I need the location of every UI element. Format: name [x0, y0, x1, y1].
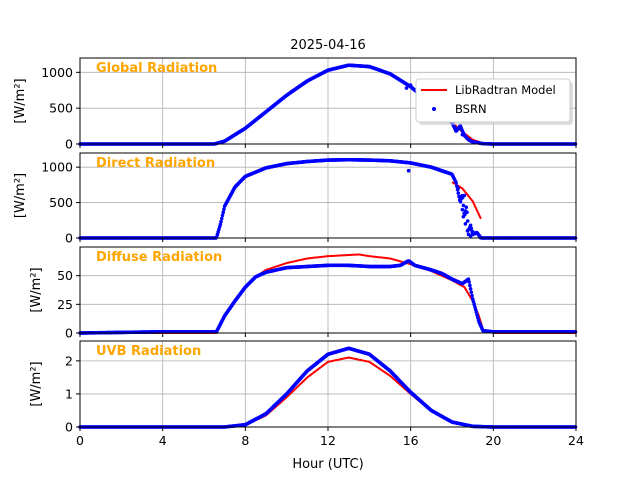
data-point	[406, 168, 411, 173]
panel-annotation: Diffuse Radiation	[96, 250, 222, 265]
data-point	[219, 216, 224, 221]
y-tick-label: 2	[65, 353, 73, 368]
y-tick-label: 1000	[41, 160, 73, 175]
data-point	[470, 293, 474, 298]
y-tick-label: 0	[65, 137, 73, 152]
y-axis-label: [W/m²]	[29, 267, 44, 312]
x-tick-label: 0	[76, 433, 84, 448]
panel-annotation: UVB Radiation	[96, 344, 201, 359]
data-point	[462, 193, 467, 198]
data-point	[458, 199, 463, 204]
data-point	[468, 287, 473, 291]
x-tick-label: 12	[320, 433, 336, 448]
data-point	[465, 219, 470, 223]
y-tick-label: 1000	[41, 65, 73, 80]
figure-title: 2025-04-16	[290, 38, 366, 53]
data-point	[218, 222, 223, 227]
data-point	[456, 186, 461, 191]
data-point	[468, 223, 473, 228]
data-point	[456, 126, 461, 131]
x-tick-label: 4	[159, 433, 167, 448]
data-point	[469, 290, 474, 295]
panel-annotation: Direct Radiation	[96, 156, 215, 171]
data-point	[461, 214, 466, 219]
data-point	[461, 203, 466, 208]
data-point	[454, 180, 458, 185]
y-tick-label: 25	[57, 297, 73, 312]
legend-box	[415, 78, 571, 123]
data-point	[466, 277, 471, 281]
y-axis-label: [W/m²]	[13, 78, 28, 123]
panel-annotation: Global Radiation	[96, 61, 217, 76]
data-point	[465, 229, 470, 233]
y-tick-label: 1	[65, 386, 73, 401]
data-point	[408, 83, 413, 88]
legend-label-model: LibRadtran Model	[455, 83, 556, 97]
y-tick-label: 500	[49, 195, 73, 210]
data-point	[465, 210, 469, 215]
x-tick-label: 16	[403, 433, 419, 448]
data-point	[219, 219, 223, 224]
y-axis-label: [W/m²]	[29, 361, 44, 406]
data-point	[472, 231, 477, 236]
y-tick-label: 0	[65, 420, 73, 435]
data-point	[463, 222, 468, 226]
y-tick-label: 500	[49, 101, 73, 116]
data-point	[468, 234, 473, 238]
data-point	[460, 132, 465, 137]
legend-label-bsrn: BSRN	[455, 102, 487, 116]
legend: LibRadtran Model BSRN	[415, 78, 573, 125]
y-tick-label: 50	[57, 268, 73, 283]
x-axis-label: Hour (UTC)	[292, 457, 363, 472]
data-point	[460, 207, 465, 212]
x-tick-label: 20	[485, 433, 501, 448]
y-tick-label: 0	[65, 231, 73, 246]
data-point	[222, 207, 226, 212]
legend-swatch-bsrn	[432, 107, 436, 111]
data-point	[468, 283, 472, 288]
data-point	[467, 280, 471, 284]
data-point	[464, 205, 469, 209]
data-point	[456, 191, 461, 195]
data-point	[469, 226, 474, 231]
y-axis-label: [W/m²]	[13, 173, 28, 218]
data-point	[404, 86, 409, 90]
y-tick-label: 0	[65, 326, 73, 341]
data-point	[220, 213, 225, 218]
x-tick-label: 24	[568, 433, 584, 448]
data-point	[221, 210, 226, 215]
x-tick-label: 8	[241, 433, 249, 448]
